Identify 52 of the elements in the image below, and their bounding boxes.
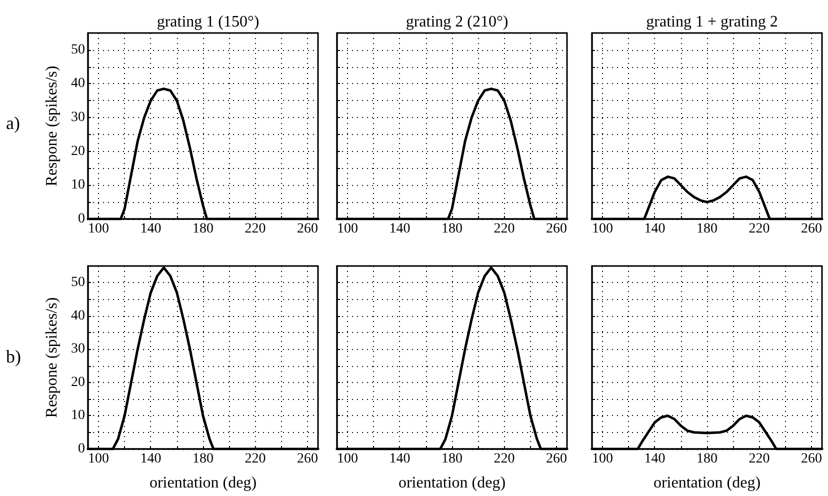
x-tick-label: 180	[192, 452, 214, 466]
x-tick-label: 140	[389, 222, 410, 236]
chart-title: grating 1 + grating 2	[646, 14, 778, 30]
x-tick-label: 220	[748, 452, 770, 466]
y-tick-label: 50	[71, 42, 85, 58]
x-tick-label: 260	[546, 222, 568, 236]
x-tick-label: 140	[644, 222, 666, 236]
text: a)	[6, 113, 20, 133]
x-tick-label: 100	[592, 222, 613, 236]
y-tick-label: 50	[71, 275, 85, 290]
x-tick-label: 100	[88, 452, 109, 466]
x-tick-label: 260	[297, 452, 318, 466]
y-tick-label: 30	[71, 110, 85, 126]
x-tick-label: 100	[336, 222, 358, 236]
x-tick-label: 100	[592, 452, 613, 466]
y-tick-label: 10	[71, 408, 85, 424]
x-tick-label: 220	[244, 452, 266, 466]
x-tick-label: 180	[442, 452, 462, 466]
y-axis-title: Respone (spikes/s)	[44, 66, 61, 186]
x-tick-label: 220	[494, 452, 515, 466]
chart-title: grating 1 (150°)	[156, 14, 260, 30]
x-axis-title: orientation (deg)	[653, 474, 761, 492]
y-axis-title: Respone (spikes/s)	[44, 297, 61, 418]
x-tick-label: 100	[88, 222, 109, 236]
chart-title: grating 2 (210°)	[406, 14, 508, 30]
x-tick-label: 260	[297, 222, 318, 236]
x-tick-label: 140	[644, 452, 666, 466]
x-tick-label: 220	[748, 222, 770, 236]
x-tick-label: 220	[494, 222, 515, 236]
x-tick-label: 180	[696, 222, 718, 236]
x-tick-label: 180	[192, 222, 214, 236]
y-tick-label: 10	[71, 178, 85, 193]
y-tick-label: 40	[71, 308, 85, 324]
y-tick-label: 30	[71, 342, 85, 357]
x-axis-title: orientation (deg)	[149, 474, 257, 492]
y-tick-label: 40	[71, 76, 85, 92]
x-tick-label: 220	[244, 222, 266, 236]
x-tick-label: 260	[546, 452, 568, 466]
text: b)	[6, 346, 21, 366]
y-tick-label: 20	[71, 144, 85, 159]
y-tick-label: 0	[78, 212, 85, 226]
x-tick-label: 140	[389, 452, 410, 466]
x-tick-label: 180	[696, 452, 718, 466]
x-tick-label: 260	[801, 452, 822, 466]
x-axis-title: orientation (deg)	[398, 474, 506, 492]
x-tick-label: 140	[140, 222, 162, 236]
x-tick-label: 100	[336, 452, 358, 466]
y-tick-label: 0	[78, 442, 85, 456]
y-tick-label: 20	[71, 374, 85, 390]
x-tick-label: 260	[801, 222, 822, 236]
x-tick-label: 140	[140, 452, 162, 466]
x-tick-label: 180	[442, 222, 462, 236]
